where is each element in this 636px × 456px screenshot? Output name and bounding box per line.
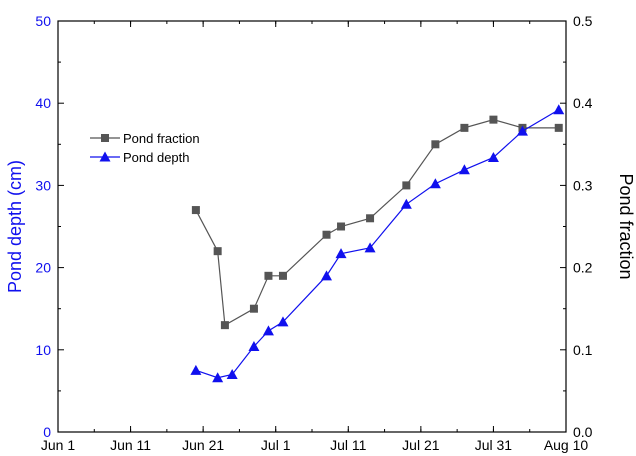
y-right-tick-label: 0.3: [573, 177, 593, 193]
x-tick-label: Jul 1: [261, 437, 291, 453]
y-left-tick-label: 40: [35, 95, 51, 111]
y-left-tick-label: 20: [35, 260, 51, 276]
legend-label: Pond fraction: [123, 131, 200, 146]
y-left-tick-label: 10: [35, 342, 51, 358]
series-pond-depth: [190, 104, 564, 382]
square-marker: [402, 181, 410, 189]
x-tick-label: Jul 21: [402, 437, 440, 453]
triangle-marker: [321, 270, 332, 280]
square-marker: [555, 124, 563, 132]
x-tick-label: Jun 21: [182, 437, 224, 453]
triangle-marker: [401, 199, 412, 209]
y-left-tick-label: 30: [35, 177, 51, 193]
y-right-tick-label: 0.1: [573, 342, 593, 358]
legend-label: Pond depth: [123, 150, 190, 165]
y-left-axis-label: Pond depth (cm): [5, 160, 25, 293]
plot-area: [58, 21, 566, 432]
x-tick-label: Jul 31: [475, 437, 513, 453]
y-left-tick-label: 0: [43, 424, 51, 440]
y-left-tick-label: 50: [35, 13, 51, 29]
legend-marker: [101, 134, 109, 142]
x-tick-label: Jun 11: [110, 437, 151, 453]
series-line-pond-depth: [196, 110, 559, 378]
square-marker: [214, 247, 222, 255]
triangle-marker: [459, 164, 470, 174]
y-right-tick-label: 0.4: [573, 95, 593, 111]
triangle-marker: [430, 178, 441, 188]
legend-entry: Pond fraction: [90, 131, 200, 146]
plot-frame: [58, 21, 566, 432]
square-marker: [460, 124, 468, 132]
y-right-tick-label: 0.0: [573, 424, 593, 440]
square-marker: [264, 272, 272, 280]
y-right-tick-label: 0.5: [573, 13, 593, 29]
y-right-tick-label: 0.2: [573, 260, 593, 276]
square-marker: [489, 116, 497, 124]
square-marker: [337, 223, 345, 231]
square-marker: [323, 231, 331, 239]
series-layer: [190, 104, 564, 382]
square-marker: [279, 272, 287, 280]
series-line-pond-fraction: [196, 120, 559, 326]
square-marker: [431, 140, 439, 148]
triangle-marker: [263, 325, 274, 335]
square-marker: [250, 305, 258, 313]
square-marker: [192, 206, 200, 214]
legend-entry: Pond depth: [90, 150, 190, 165]
square-marker: [366, 214, 374, 222]
x-tick-label: Jul 11: [330, 437, 367, 453]
triangle-marker: [190, 365, 201, 375]
legend: Pond fraction Pond depth: [90, 131, 200, 165]
y-right-axis-label: Pond fraction: [616, 173, 636, 279]
series-pond-fraction: [192, 116, 563, 330]
axes-layer: Jun 1 Jun 11 Jun 21 Jul 1 Jul 11 Jul 21 Jul 31…: [5, 13, 636, 453]
square-marker: [221, 321, 229, 329]
triangle-marker: [553, 104, 564, 114]
